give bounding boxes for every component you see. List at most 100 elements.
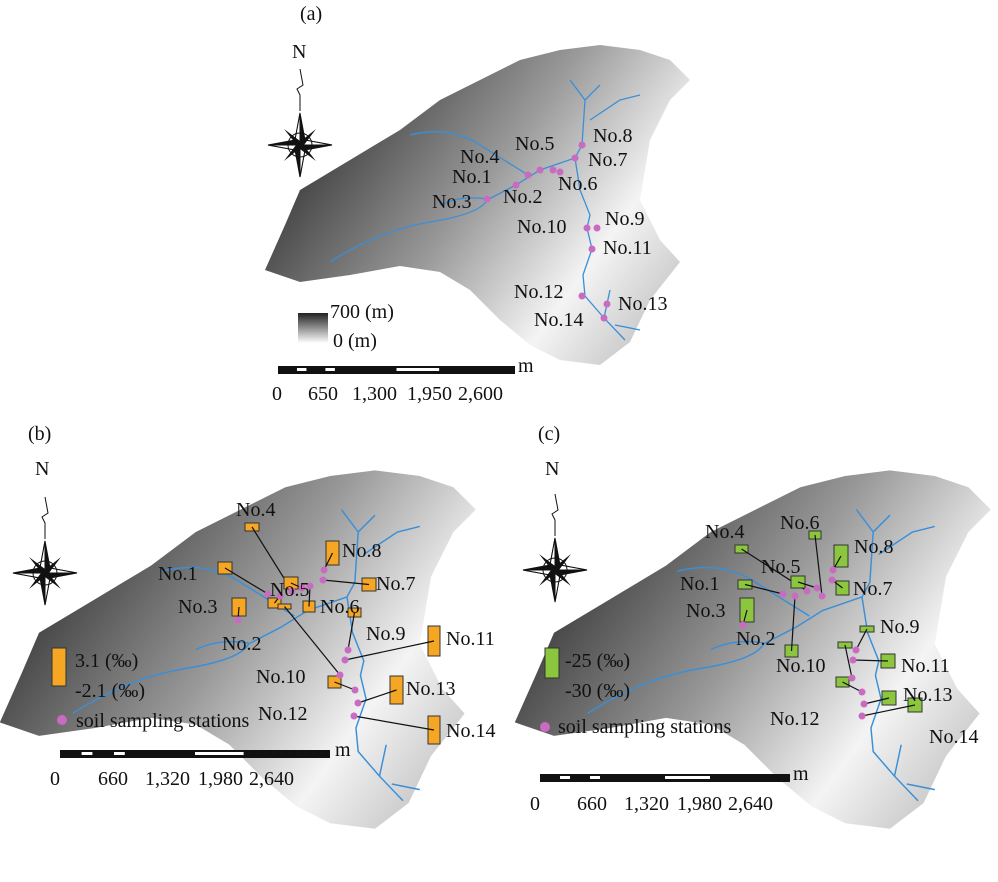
scale-bar-segment [114,752,125,755]
station-dot [804,588,811,595]
scale-tick-label: 0 [530,793,540,815]
scale-tick-label: 1,320 [624,793,669,815]
legend-high: 3.1 (‰) [75,650,138,672]
compass-a [268,69,332,177]
station-label: No.2 [503,186,542,208]
station-label: No.12 [258,703,307,725]
station-dot [337,672,344,679]
station-label: No.7 [853,578,892,600]
station-dot [351,713,358,720]
legend-bar [52,648,66,686]
station-dot [861,701,868,708]
station-label: No.4 [705,521,744,543]
station-dot [814,585,821,592]
scale-tick-label: 650 [308,383,338,405]
scale-tick-label: 1,300 [352,383,397,405]
legend-low: -30 (‰) [565,680,630,702]
station-label: No.1 [680,573,719,595]
station-label: No.6 [780,512,819,534]
station-label: No.13 [618,293,667,315]
station-label: No.7 [588,149,627,171]
legend-high: 700 (m) [330,301,394,323]
scale-unit: m [335,739,351,761]
station-label: No.14 [929,726,978,748]
station-label: No.10 [256,666,305,688]
station-label: No.10 [517,216,566,238]
legend-high: -25 (‰) [565,650,630,672]
station-dot [604,301,611,308]
north-label: N [545,458,559,480]
station-label: No.8 [593,125,632,147]
station-dot [819,593,826,600]
north-label: N [35,458,49,480]
panel-label: (b) [28,423,51,445]
station-label: No.5 [761,556,800,578]
station-dot [345,647,352,654]
legend-dot [540,722,550,732]
legend-marker-label: soil sampling stations [558,716,732,738]
scale-bar-segment [397,368,440,371]
station-dot [594,225,601,232]
station-dot [550,167,557,174]
scale-unit: m [793,763,809,785]
scale-tick-label: 0 [50,768,60,790]
station-dot [601,315,608,322]
station-label: No.7 [376,573,415,595]
station-label: No.4 [236,499,275,521]
scale-bar-segment [665,776,710,779]
scale-tick-label: 1,950 [407,383,452,405]
station-dot [859,689,866,696]
elevation-legend [298,313,328,343]
station-dot [579,142,586,149]
station-dot [484,196,491,203]
station-dot [525,172,532,179]
panel-label: (a) [300,3,322,25]
station-label: No.6 [558,173,597,195]
north-label: N [292,41,306,63]
station-dot [859,713,866,720]
station-dot [849,675,856,682]
station-label: No.8 [342,540,381,562]
scale-bar-segment [82,752,93,755]
station-dot [355,700,362,707]
station-label: No.1 [452,166,491,188]
station-dot [850,657,857,664]
station-dot [780,591,787,598]
station-dot [830,567,837,574]
compass-b [13,497,77,605]
scale-bar-segment [297,368,306,371]
scale-bar-segment [560,776,570,779]
station-dot [537,167,544,174]
station-label: No.11 [446,628,495,650]
figure: (a)NNo.1No.2No.3No.4No.5No.6No.7No.8No.9… [0,0,998,882]
station-label: No.12 [514,281,563,303]
station-label: No.4 [460,146,499,168]
scale-unit: m [518,355,534,377]
station-label: No.3 [178,596,217,618]
station-label: No.13 [903,684,952,706]
scale-tick-label: 660 [577,793,607,815]
station-dot [321,567,328,574]
legend-dot [57,715,67,725]
station-label: No.1 [158,563,197,585]
scale-tick-label: 2,640 [728,793,773,815]
station-dot [589,246,596,253]
station-dot [853,647,860,654]
station-dot [792,593,799,600]
scale-tick-label: 1,980 [677,793,722,815]
station-dot [572,155,579,162]
scale-tick-label: 660 [98,768,128,790]
station-label: No.13 [406,678,455,700]
panel-label: (c) [538,423,560,445]
legend-low: -2.1 (‰) [75,680,145,702]
scale-bar-segment [325,368,334,371]
scale-bar-segment [195,752,244,755]
station-label: No.5 [270,579,309,601]
station-dot [579,293,586,300]
station-label: No.11 [901,655,950,677]
station-dot [352,687,359,694]
station-dot [342,657,349,664]
station-label: No.14 [534,309,583,331]
legend-bar [545,648,559,678]
station-label: No.10 [776,655,825,677]
